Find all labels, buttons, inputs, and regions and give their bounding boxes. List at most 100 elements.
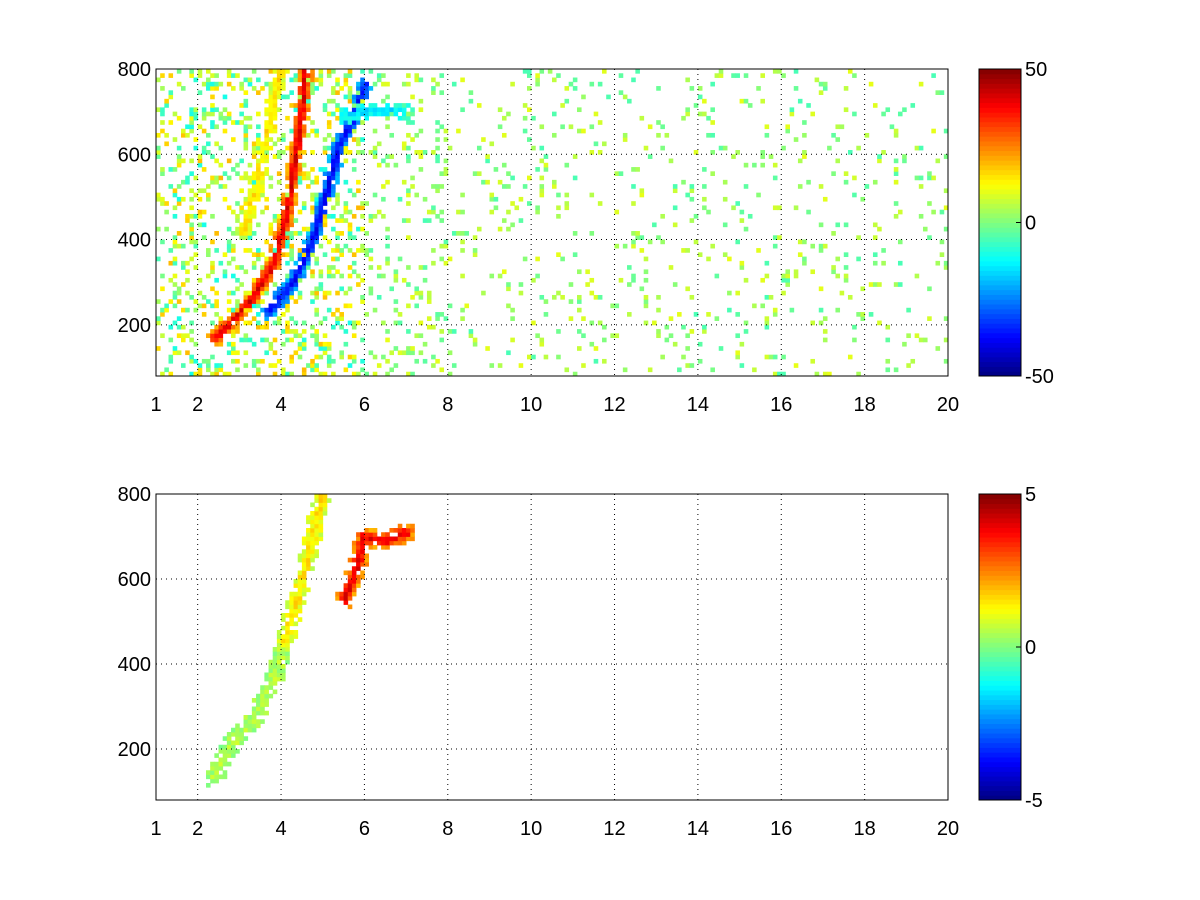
heatmap-cell: [927, 201, 932, 206]
heatmap-cell: [393, 277, 399, 283]
heatmap-cell: [389, 350, 394, 356]
heatmap-cell: [231, 243, 236, 249]
heatmap-cell: [239, 226, 244, 232]
heatmap-cell: [226, 329, 232, 334]
heatmap-cell: [385, 256, 390, 262]
heatmap-cell: [347, 120, 353, 125]
heatmap-cell: [189, 158, 194, 164]
heatmap-cell: [339, 162, 344, 168]
heatmap-cell: [406, 103, 411, 108]
heatmap-cell: [226, 248, 232, 253]
heatmap-cell: [268, 111, 274, 117]
heatmap-cell: [931, 209, 936, 215]
heatmap-cell: [297, 69, 303, 74]
heatmap-cell: [310, 523, 315, 529]
heatmap-cell: [343, 218, 349, 223]
heatmap-cell: [281, 137, 286, 142]
heatmap-cell: [281, 235, 286, 240]
heatmap-cell: [264, 137, 269, 142]
heatmap-cell: [172, 346, 178, 351]
heatmap-cell: [222, 757, 228, 763]
heatmap-cell: [326, 290, 332, 296]
heatmap-cell: [285, 184, 290, 189]
heatmap-cell: [456, 128, 461, 134]
heatmap-cell: [193, 358, 199, 364]
colorbar-segment: [979, 733, 1021, 739]
heatmap-cell: [356, 557, 361, 563]
heatmap-cell: [251, 175, 257, 181]
heatmap-cell: [585, 282, 590, 287]
heatmap-cell: [239, 736, 244, 741]
heatmap-cell: [243, 337, 249, 343]
heatmap-cell: [372, 532, 378, 537]
heatmap-cell: [301, 260, 307, 266]
heatmap-cell: [226, 316, 232, 321]
heatmap-cell: [852, 111, 857, 117]
heatmap-cell: [339, 120, 344, 125]
heatmap-cell: [372, 128, 378, 134]
heatmap-cell: [172, 282, 178, 287]
heatmap-cell: [335, 591, 340, 597]
heatmap-cell: [251, 715, 257, 720]
heatmap-cell: [468, 329, 474, 334]
heatmap-cell: [281, 676, 286, 682]
heatmap-cell: [172, 235, 178, 240]
heatmap-cell: [481, 179, 486, 185]
heatmap-cell: [372, 536, 378, 542]
heatmap-cell: [235, 324, 240, 330]
heatmap-cell: [251, 150, 257, 155]
colorbar-segment: [979, 73, 1021, 80]
heatmap-cell: [360, 120, 365, 125]
heatmap-cell: [697, 94, 703, 100]
heatmap-cell: [226, 205, 232, 211]
heatmap-cell: [322, 371, 328, 377]
heatmap-cell: [818, 90, 824, 95]
heatmap-cell: [306, 587, 311, 593]
heatmap-cell: [168, 90, 174, 95]
heatmap-cell: [364, 201, 369, 206]
heatmap-cell: [897, 260, 903, 266]
heatmap-cell: [552, 77, 557, 83]
heatmap-cell: [364, 248, 369, 253]
heatmap-cell: [160, 312, 165, 317]
heatmap-cell: [289, 596, 294, 601]
heatmap-cell: [581, 363, 586, 368]
heatmap-cell: [276, 94, 282, 100]
heatmap-cell: [347, 579, 353, 584]
heatmap-cell: [356, 98, 361, 104]
heatmap-cell: [243, 226, 249, 232]
heatmap-cell: [860, 196, 866, 202]
heatmap-cell: [160, 73, 165, 78]
heatmap-cell: [297, 269, 303, 275]
heatmap-cell: [247, 201, 253, 206]
heatmap-cell: [251, 252, 257, 258]
heatmap-cell: [439, 218, 445, 223]
heatmap-cell: [156, 132, 161, 138]
heatmap-cell: [918, 145, 924, 151]
heatmap-cell: [331, 154, 336, 159]
heatmap-cell: [210, 770, 215, 775]
colorbar-segment: [979, 289, 1021, 295]
heatmap-cell: [335, 77, 340, 83]
heatmap-cell: [310, 150, 315, 155]
heatmap-cell: [835, 124, 841, 130]
heatmap-cell: [435, 158, 440, 164]
heatmap-cell: [335, 158, 340, 164]
heatmap-cell: [160, 286, 165, 292]
heatmap-cell: [722, 222, 728, 228]
heatmap-cell: [331, 256, 336, 262]
heatmap-cell: [393, 307, 399, 313]
heatmap-cell: [285, 235, 290, 240]
heatmap-cell: [281, 226, 286, 232]
heatmap-cell: [556, 73, 561, 78]
heatmap-cell: [185, 269, 190, 275]
heatmap-cell: [410, 137, 415, 142]
heatmap-cell: [235, 367, 240, 373]
heatmap-cell: [460, 231, 465, 236]
colorbar-segment: [979, 623, 1021, 629]
colorbar-segment: [979, 284, 1021, 291]
heatmap-cell: [535, 167, 540, 172]
heatmap-cell: [347, 209, 353, 215]
heatmap-cell: [214, 753, 219, 758]
heatmap-cell: [339, 248, 344, 253]
